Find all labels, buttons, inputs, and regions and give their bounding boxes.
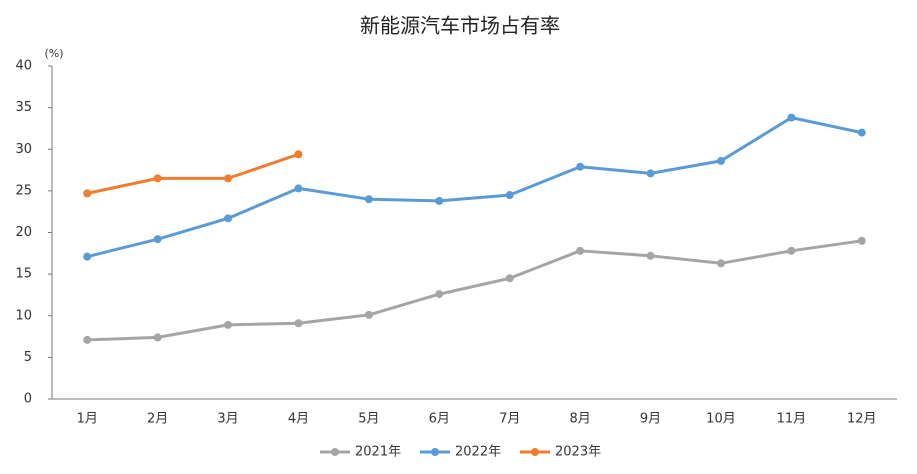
point [153, 174, 162, 183]
x-tick-label: 4月 [288, 412, 309, 427]
point [435, 196, 444, 205]
y-tick-label: 20 [15, 225, 32, 240]
point [787, 246, 796, 255]
point [716, 156, 725, 165]
series-line [86, 152, 299, 195]
legend-label: 2021年 [355, 445, 401, 460]
legend-label: 2022年 [455, 445, 501, 460]
point [83, 252, 92, 261]
point [576, 162, 585, 171]
y-tick-label: 40 [15, 59, 32, 74]
x-tick-label: 7月 [499, 412, 520, 427]
point [646, 251, 655, 260]
x-tick-label: 3月 [217, 412, 238, 427]
point [153, 333, 162, 342]
y-tick-label: 10 [15, 308, 32, 323]
point [294, 319, 303, 328]
point [224, 174, 233, 183]
point [294, 150, 303, 159]
x-tick-label: 11月 [777, 412, 807, 427]
point [153, 235, 162, 244]
point [364, 310, 373, 319]
point [83, 335, 92, 344]
x-tick-label: 10月 [706, 412, 736, 427]
y-tick-label: 30 [15, 142, 32, 157]
point [83, 189, 92, 198]
point [435, 290, 444, 299]
point [857, 128, 866, 137]
point [505, 274, 514, 283]
x-tick-label: 6月 [429, 412, 450, 427]
point [505, 191, 514, 200]
y-unit: (%) [44, 47, 63, 60]
point [224, 320, 233, 329]
point [646, 169, 655, 178]
point [294, 184, 303, 193]
x-tick-label: 9月 [640, 412, 661, 427]
legend-marker [531, 448, 539, 456]
point [787, 113, 796, 122]
legend-label: 2023年 [555, 445, 601, 460]
x-tick-label: 12月 [847, 412, 877, 427]
y-tick-label: 15 [15, 267, 32, 282]
point [224, 214, 233, 223]
y-tick-label: 25 [15, 183, 32, 198]
point [364, 195, 373, 204]
x-tick-label: 2月 [147, 412, 168, 427]
point [857, 236, 866, 245]
series-line [87, 239, 863, 342]
legend-marker [431, 448, 439, 456]
point [716, 259, 725, 268]
series-line [86, 116, 863, 259]
chart-title: 新能源汽车市场占有率 [360, 14, 560, 38]
x-tick-label: 5月 [358, 412, 379, 427]
point [576, 246, 585, 255]
x-tick-label: 1月 [77, 412, 98, 427]
y-tick-label: 35 [15, 100, 32, 115]
y-tick-label: 5 [24, 350, 32, 365]
x-tick-label: 8月 [569, 412, 590, 427]
y-tick-label: 0 [24, 392, 32, 407]
legend-marker [331, 448, 339, 456]
